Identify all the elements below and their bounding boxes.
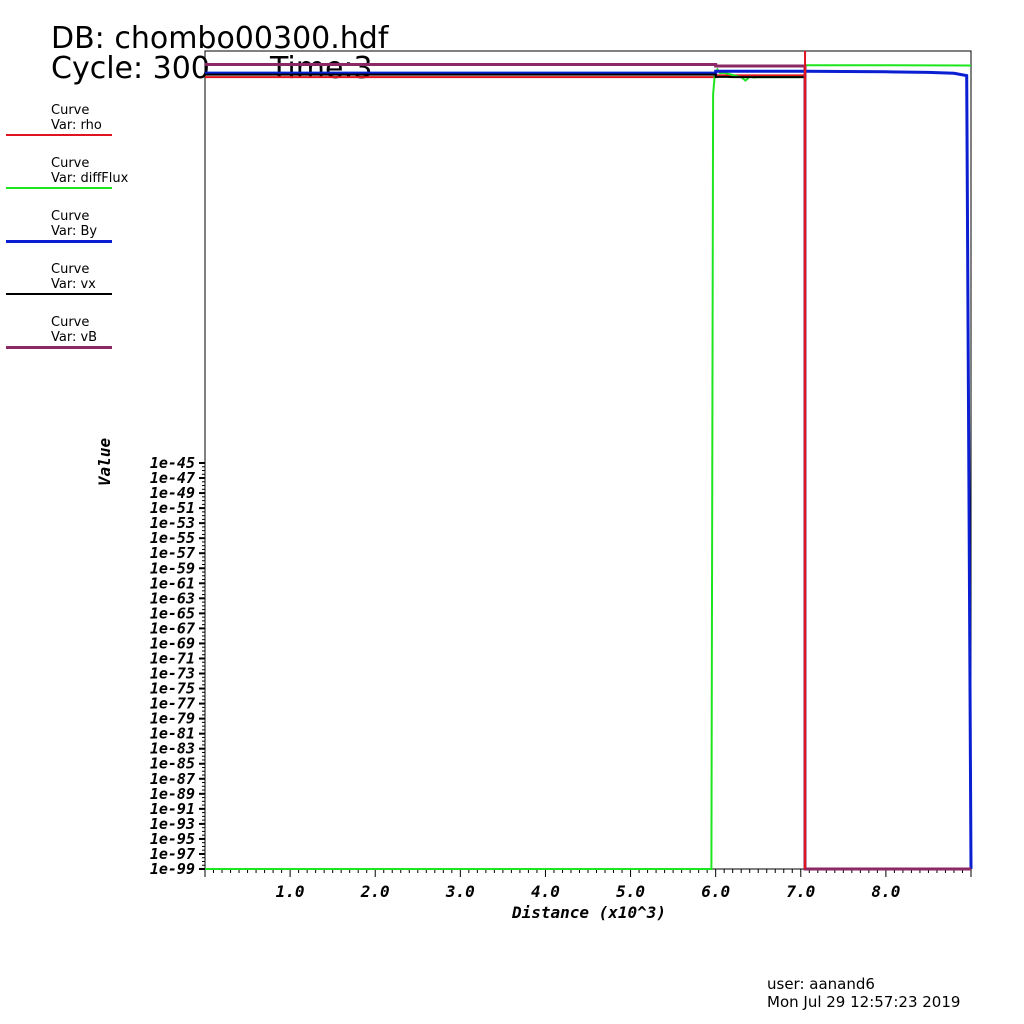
legend-var-label: Var: By — [51, 224, 98, 239]
x-tick-label: 5.0 — [616, 882, 645, 901]
plot-frame — [204, 50, 972, 870]
cycle-label: Cycle: 300 — [51, 51, 210, 86]
y-tick-label: 1e-55 — [150, 529, 195, 547]
y-tick-label: 1e-81 — [150, 725, 195, 743]
y-tick-label: 1e-93 — [150, 815, 195, 833]
y-tick-label: 1e-61 — [150, 574, 195, 592]
legend-curve-label: Curve — [51, 156, 90, 171]
legend-curve-label: Curve — [51, 315, 90, 330]
legend-item-vb: Curve Var: vB — [6, 316, 112, 360]
legend-var-label: Var: diffFlux — [51, 171, 129, 186]
y-tick-label: 1e-91 — [150, 800, 195, 818]
series-layer — [205, 51, 973, 871]
legend-item-rho: Curve Var: rho — [6, 104, 112, 148]
y-tick-label: 1e-73 — [150, 665, 195, 683]
y-tick-label: 1e-83 — [150, 740, 195, 758]
series-line-by — [205, 69, 973, 870]
line-swatch-icon — [6, 187, 112, 189]
x-tick-label: 8.0 — [871, 882, 900, 901]
y-axis-title: Value — [95, 438, 114, 487]
line-swatch-icon — [6, 240, 112, 243]
date-label: Mon Jul 29 12:57:23 2019 — [767, 993, 961, 1011]
legend-var-label: Var: rho — [51, 118, 102, 133]
y-tick-label: 1e-57 — [150, 544, 195, 562]
y-tick-label: 1e-63 — [150, 589, 195, 607]
x-tick-label: 4.0 — [531, 882, 560, 901]
y-tick-label: 1e-77 — [150, 695, 195, 713]
line-swatch-icon — [6, 134, 112, 136]
series-line-vb — [205, 63, 971, 871]
y-tick-label: 1e-67 — [150, 619, 195, 637]
x-axis-title: Distance (x10^3) — [511, 903, 666, 922]
line-swatch-icon — [6, 293, 112, 295]
y-tick-label: 1e-51 — [150, 499, 195, 517]
db-title: DB: chombo00300.hdf — [51, 21, 389, 56]
legend-var-label: Var: vB — [51, 330, 98, 345]
series-line-vx — [205, 73, 805, 79]
y-tick-label: 1e-65 — [150, 604, 195, 622]
y-axis: 1e-451e-471e-491e-511e-531e-551e-571e-59… — [150, 454, 205, 878]
legend-var-label: Var: vx — [51, 277, 96, 292]
y-tick-label: 1e-89 — [150, 785, 195, 803]
legend-item-by: Curve Var: By — [6, 210, 112, 254]
legend-item-vx: Curve Var: vx — [6, 263, 112, 307]
series-line-diffflux — [205, 64, 972, 870]
y-tick-label: 1e-53 — [150, 514, 195, 532]
y-tick-label: 1e-97 — [150, 845, 195, 863]
x-axis: 1.0 2.0 3.0 4.0 5.0 6.0 7.0 8.0 — [204, 869, 972, 901]
y-tick-label: 1e-87 — [150, 770, 195, 788]
y-tick-label: 1e-47 — [150, 469, 195, 487]
y-tick-label: 1e-85 — [150, 755, 195, 773]
y-tick-label: 1e-75 — [150, 680, 195, 698]
legend-item-diffflux: Curve Var: diffFlux — [6, 156, 128, 201]
y-tick-label: 1e-49 — [150, 484, 195, 502]
legend-curve-label: Curve — [51, 262, 90, 277]
y-tick-label: 1e-95 — [150, 830, 195, 848]
y-tick-label: 1e-69 — [150, 634, 195, 652]
x-tick-label: 6.0 — [701, 882, 730, 901]
y-tick-label: 1e-59 — [150, 559, 195, 577]
y-tick-label: 1e-99 — [150, 860, 195, 878]
series-line-rho — [205, 74, 806, 869]
x-tick-label: 7.0 — [786, 882, 815, 901]
user-label: user: aanand6 — [767, 975, 875, 993]
y-tick-label: 1e-79 — [150, 710, 195, 728]
y-tick-label: 1e-71 — [150, 649, 195, 667]
line-swatch-icon — [6, 346, 112, 349]
time-label: Time:3 — [270, 51, 373, 86]
x-tick-label: 3.0 — [445, 882, 475, 901]
x-tick-label: 2.0 — [360, 882, 390, 901]
y-tick-label: 1e-45 — [150, 454, 195, 472]
x-tick-label: 1.0 — [276, 882, 305, 901]
legend-curve-label: Curve — [51, 209, 90, 224]
legend-curve-label: Curve — [51, 103, 90, 118]
